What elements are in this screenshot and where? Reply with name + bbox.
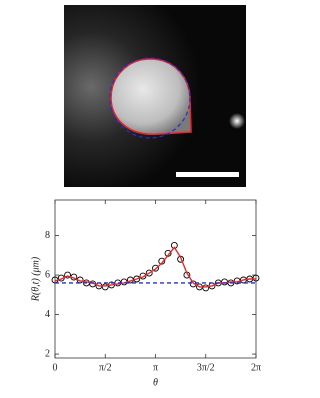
x-tick-label: 0 [53, 362, 58, 373]
series-line [54, 246, 256, 288]
y-tick-label: 8 [45, 230, 50, 241]
x-tick-label: π [153, 362, 158, 373]
y-tick-label: 6 [45, 269, 50, 280]
x-axis-label: θ [153, 377, 158, 388]
data-point [202, 284, 210, 292]
scale-bar [176, 172, 239, 177]
data-point [189, 280, 197, 288]
data-point [133, 275, 141, 283]
bright-spot [229, 113, 245, 129]
data-point [64, 271, 72, 279]
data-point [152, 264, 159, 272]
x-tick-label: π/2 [99, 362, 112, 373]
cell [111, 59, 191, 135]
figure: 2 4 6 8 0 π/2 π 3π/2 2π θ R(θ,t) (μm) [30, 5, 261, 388]
data-point [145, 269, 153, 277]
x-tick-label: 2π [251, 362, 261, 373]
y-axis-label: R(θ,t) (μm) [30, 256, 41, 302]
y-tick-label: 4 [45, 309, 50, 320]
data-point [252, 274, 260, 282]
data-point [158, 257, 166, 265]
data-point [139, 272, 147, 280]
data-point [101, 283, 109, 291]
micrograph [64, 5, 246, 187]
y-tick-label: 2 [45, 348, 50, 359]
fit-circle [109, 57, 191, 139]
contour [110, 58, 192, 136]
plot-area [54, 199, 257, 359]
x-tick-label: 3π/2 [197, 362, 215, 373]
